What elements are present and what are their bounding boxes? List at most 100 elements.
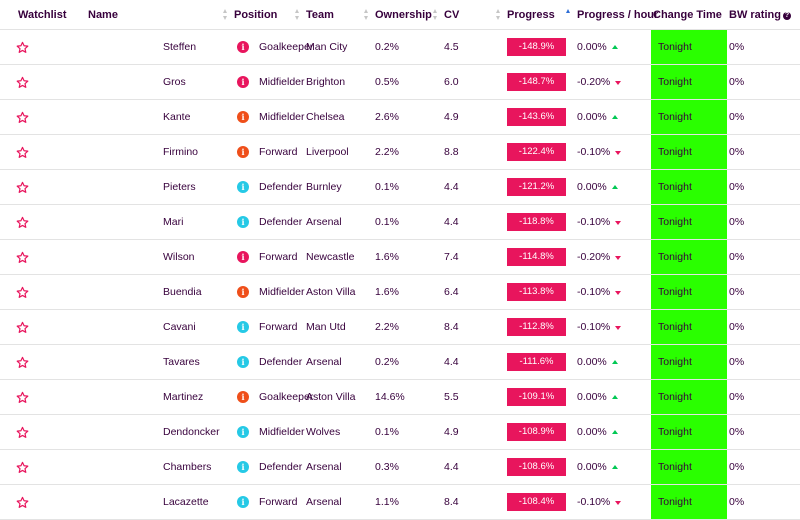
- position-label: Forward: [259, 496, 298, 509]
- info-icon[interactable]: i: [237, 181, 249, 194]
- ownership-cell: 1.6%: [373, 239, 442, 275]
- progress-badge: -143.6%: [507, 108, 566, 126]
- col-progress-hour[interactable]: Progress / hour: [575, 0, 658, 30]
- info-icon[interactable]: i: [237, 496, 249, 509]
- progress-hour-value: -0.10%: [577, 286, 611, 298]
- trend-up-icon: [611, 360, 618, 364]
- sort-icon[interactable]: [364, 9, 369, 20]
- star-icon[interactable]: [16, 216, 29, 229]
- sort-icon[interactable]: [496, 9, 501, 20]
- table-row[interactable]: Cavani i Forward Man Utd 2.2% 8.4 -112.8% -0.10…: [0, 309, 800, 345]
- player-name[interactable]: Dendoncker: [86, 414, 232, 450]
- info-icon[interactable]: i: [237, 216, 249, 229]
- change-time-cell: Tonight: [651, 64, 727, 100]
- progress-cell: -108.9%: [505, 414, 575, 450]
- player-name[interactable]: Lacazette: [86, 484, 232, 520]
- table-row[interactable]: Mari i Defender Arsenal 0.1% 4.4 -118.8% -0.10%…: [0, 204, 800, 240]
- progress-cell: -108.6%: [505, 449, 575, 485]
- col-bw-rating[interactable]: BW rating?: [727, 0, 800, 30]
- sort-asc-icon[interactable]: [566, 9, 571, 20]
- table-row[interactable]: Wilson i Forward Newcastle 1.6% 7.4 -114.8% -0.…: [0, 239, 800, 275]
- table-row[interactable]: Martinez i Goalkeeper Aston Villa 14.6% 5.5 -1…: [0, 379, 800, 415]
- star-icon[interactable]: [16, 76, 29, 89]
- star-icon[interactable]: [16, 496, 29, 509]
- player-name[interactable]: Chambers: [86, 449, 232, 485]
- progress-hour-cell: 0.00%: [575, 379, 651, 415]
- bw-rating-cell: 0%: [727, 64, 800, 100]
- progress-hour-value: 0.00%: [577, 181, 607, 193]
- table-row[interactable]: Chambers i Defender Arsenal 0.3% 4.4 -108.6% 0.…: [0, 449, 800, 485]
- progress-hour-value: -0.10%: [577, 496, 611, 508]
- table-row[interactable]: Pieters i Defender Burnley 0.1% 4.4 -121.2% 0.0…: [0, 169, 800, 205]
- table-row[interactable]: Dendoncker i Midfielder Wolves 0.1% 4.9 -108.9…: [0, 414, 800, 450]
- info-icon[interactable]: i: [237, 286, 249, 299]
- info-icon[interactable]: i: [237, 41, 249, 54]
- info-icon[interactable]: i: [237, 76, 249, 89]
- info-icon[interactable]: i: [237, 461, 249, 474]
- info-icon[interactable]: i: [237, 251, 249, 264]
- bw-rating-cell: 0%: [727, 169, 800, 205]
- player-name[interactable]: Martinez: [86, 379, 232, 415]
- table-row[interactable]: Tavares i Defender Arsenal 0.2% 4.4 -111.6% 0.0…: [0, 344, 800, 380]
- info-icon[interactable]: i: [237, 426, 249, 439]
- player-name[interactable]: Steffen: [86, 29, 232, 65]
- change-time-cell: Tonight: [651, 204, 727, 240]
- star-icon[interactable]: [16, 356, 29, 369]
- star-icon[interactable]: [16, 321, 29, 334]
- table-row[interactable]: Kante i Midfielder Chelsea 2.6% 4.9 -143.6% 0.0…: [0, 99, 800, 135]
- col-position[interactable]: Position: [232, 0, 304, 30]
- star-icon[interactable]: [16, 181, 29, 194]
- col-name[interactable]: Name: [86, 0, 232, 30]
- trend-down-icon: [615, 256, 622, 260]
- progress-badge: -108.9%: [507, 423, 566, 441]
- change-time-cell: Tonight: [651, 344, 727, 380]
- trend-up-icon: [611, 45, 618, 49]
- sort-icon[interactable]: [433, 9, 438, 20]
- info-icon[interactable]: i: [237, 111, 249, 124]
- position-cell: i Midfielder: [232, 414, 305, 450]
- col-progress[interactable]: Progress: [505, 0, 575, 30]
- col-change-time[interactable]: Change Time: [651, 0, 727, 30]
- star-icon[interactable]: [16, 111, 29, 124]
- player-name[interactable]: Mari: [86, 204, 232, 240]
- info-icon[interactable]: i: [237, 391, 249, 404]
- help-icon[interactable]: ?: [782, 11, 791, 20]
- star-icon[interactable]: [16, 426, 29, 439]
- star-icon[interactable]: [16, 286, 29, 299]
- info-icon[interactable]: i: [237, 356, 249, 369]
- player-name[interactable]: Wilson: [86, 239, 232, 275]
- table-row[interactable]: Buendia i Midfielder Aston Villa 1.6% 6.4 -113…: [0, 274, 800, 310]
- player-name[interactable]: Firmino: [86, 134, 232, 170]
- table-row[interactable]: Lacazette i Forward Arsenal 1.1% 8.4 -108.4% -0…: [0, 484, 800, 520]
- star-icon[interactable]: [16, 41, 29, 54]
- info-icon[interactable]: i: [237, 321, 249, 334]
- player-name[interactable]: Buendia: [86, 274, 232, 310]
- table-row[interactable]: Steffen i Goalkeeper Man City 0.2% 4.5 -148.9%…: [0, 29, 800, 65]
- sort-icon[interactable]: [295, 9, 300, 20]
- player-name[interactable]: Gros: [86, 64, 232, 100]
- star-icon[interactable]: [16, 146, 29, 159]
- col-cv[interactable]: CV: [442, 0, 505, 30]
- bw-rating-cell: 0%: [727, 309, 800, 345]
- ownership-cell: 0.1%: [373, 204, 442, 240]
- progress-hour-cell: -0.10%: [575, 274, 651, 310]
- col-watchlist[interactable]: Watchlist: [0, 0, 86, 30]
- player-name[interactable]: Pieters: [86, 169, 232, 205]
- player-name[interactable]: Kante: [86, 99, 232, 135]
- table-row[interactable]: Gros i Midfielder Brighton 0.5% 6.0 -148.7% -0.…: [0, 64, 800, 100]
- player-name[interactable]: Cavani: [86, 309, 232, 345]
- ownership-cell: 1.6%: [373, 274, 442, 310]
- progress-hour-value: 0.00%: [577, 391, 607, 403]
- star-icon[interactable]: [16, 391, 29, 404]
- star-icon[interactable]: [16, 461, 29, 474]
- info-icon[interactable]: i: [237, 146, 249, 159]
- player-name[interactable]: Tavares: [86, 344, 232, 380]
- watchlist-cell: [0, 134, 86, 170]
- table-row[interactable]: Firmino i Forward Liverpool 2.2% 8.8 -122.4% -0…: [0, 134, 800, 170]
- col-ownership[interactable]: Ownership: [373, 0, 442, 30]
- sort-icon[interactable]: [223, 9, 228, 20]
- col-team[interactable]: Team: [304, 0, 373, 30]
- star-icon[interactable]: [16, 251, 29, 264]
- cv-cell: 7.4: [442, 239, 505, 275]
- progress-badge: -121.2%: [507, 178, 566, 196]
